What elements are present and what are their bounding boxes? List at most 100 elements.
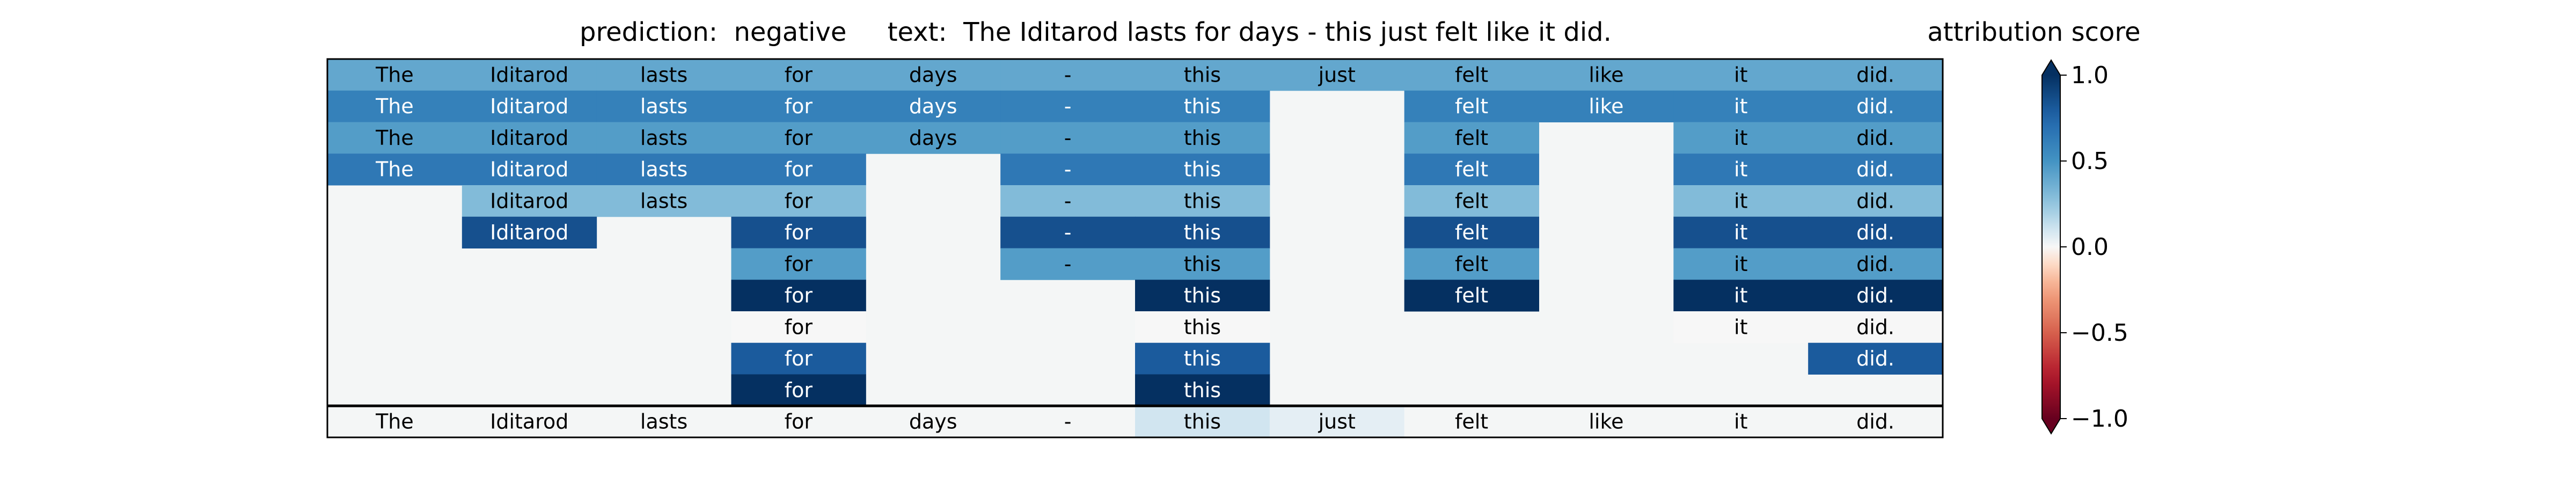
token-label: like: [1589, 410, 1623, 434]
token-label: -: [1064, 410, 1072, 434]
summary-cell: [1000, 406, 1136, 438]
heatmap-cell: [1808, 90, 1943, 122]
summary-cell: [1404, 406, 1539, 438]
token-label: it: [1734, 94, 1747, 118]
heatmap-cell: [1673, 122, 1809, 154]
summary-cell: [1539, 406, 1674, 438]
heatmap-cell: [1808, 280, 1943, 312]
token-label: like: [1589, 63, 1623, 86]
token-label: it: [1734, 252, 1747, 276]
heatmap-cell: [327, 90, 463, 122]
token-label: lasts: [640, 94, 687, 118]
token-label: Iditarod: [490, 94, 568, 118]
token-label: -: [1064, 63, 1072, 86]
token-label: just: [1318, 410, 1356, 434]
heatmap-cell: [866, 59, 1001, 91]
heatmap-cell: [1000, 248, 1136, 280]
heatmap-cell: [866, 122, 1001, 154]
token-label: felt: [1455, 126, 1488, 150]
token-label: -: [1064, 94, 1072, 118]
token-label: felt: [1455, 221, 1488, 244]
heatmap-cell: [731, 374, 866, 406]
token-label: -: [1064, 221, 1072, 244]
heatmap-cell: [596, 122, 731, 154]
token-label: felt: [1455, 252, 1488, 276]
token-label: it: [1734, 63, 1747, 86]
heatmap-cell: [1135, 280, 1270, 312]
token-label: The: [375, 410, 414, 434]
token-label: for: [785, 347, 813, 370]
heatmap-cell: [1000, 185, 1136, 217]
token-label: like: [1589, 94, 1623, 118]
summary-cell: [866, 406, 1001, 438]
heatmap-cell: [1808, 59, 1943, 91]
token-label: this: [1184, 347, 1221, 370]
colorbar-tick-label: −0.5: [2071, 319, 2128, 347]
token-label: did.: [1856, 410, 1894, 434]
summary-cell: [1808, 406, 1943, 438]
colorbar-gradient: [2042, 75, 2060, 419]
heatmap-cell: [1673, 59, 1809, 91]
token-label: days: [909, 63, 957, 86]
token-label: felt: [1455, 189, 1488, 213]
token-label: for: [785, 252, 813, 276]
token-label: this: [1184, 378, 1221, 402]
token-label: this: [1184, 252, 1221, 276]
heatmap-cell: [731, 248, 866, 280]
token-label: it: [1734, 126, 1747, 150]
heatmap-cell: [1404, 248, 1539, 280]
heatmap-cell: [1808, 153, 1943, 186]
token-label: days: [909, 410, 957, 434]
heatmap-cell: [1539, 59, 1674, 91]
heatmap-cell: [1404, 122, 1539, 154]
heatmap-cell: [1404, 185, 1539, 217]
heatmap-frame: [326, 58, 1944, 438]
heatmap-cell: [1135, 248, 1270, 280]
summary-cell: [596, 406, 731, 438]
heatmap-cell: [1404, 59, 1539, 91]
token-label: felt: [1455, 158, 1488, 181]
token-label: days: [909, 126, 957, 150]
token-label: just: [1318, 63, 1356, 86]
heatmap-cell: [1404, 280, 1539, 312]
heatmap-cell: [1135, 342, 1270, 375]
token-label: did.: [1856, 94, 1894, 118]
colorbar-extend-top: [2042, 60, 2060, 75]
colorbar-tick-label: −1.0: [2071, 405, 2128, 433]
heatmap-cell: [462, 90, 597, 122]
summary-cell: [1135, 406, 1270, 438]
heatmap-cell: [1808, 248, 1943, 280]
token-label: -: [1064, 126, 1072, 150]
heatmap-cell: [1135, 216, 1270, 248]
heatmap-cell: [1000, 122, 1136, 154]
token-label: lasts: [640, 126, 687, 150]
heatmap-cell: [731, 122, 866, 154]
heatmap-cell: [462, 122, 597, 154]
token-label: The: [375, 63, 414, 86]
heatmap-cell: [1808, 185, 1943, 217]
token-label: -: [1064, 158, 1072, 181]
colorbar-tick-label: 0.0: [2071, 233, 2109, 261]
heatmap-cell: [1673, 216, 1809, 248]
heatmap-cell: [596, 153, 731, 186]
token-label: Iditarod: [490, 126, 568, 150]
heatmap-cell: [1673, 311, 1809, 343]
heatmap-cell: [1000, 90, 1136, 122]
token-label: felt: [1455, 410, 1488, 434]
token-label: did.: [1856, 315, 1894, 339]
heatmap-cell: [1404, 153, 1539, 186]
heatmap-cell: [1135, 374, 1270, 406]
heatmap-cell: [596, 59, 731, 91]
token-label: for: [785, 284, 813, 308]
summary-cell: [1673, 406, 1809, 438]
token-label: it: [1734, 221, 1747, 244]
heatmap-cell: [1135, 122, 1270, 154]
token-label: this: [1184, 158, 1221, 181]
token-label: for: [785, 94, 813, 118]
heatmap-cell: [327, 122, 463, 154]
token-label: felt: [1455, 284, 1488, 308]
token-label: lasts: [640, 158, 687, 181]
heatmap-cell: [1673, 90, 1809, 122]
token-label: this: [1184, 315, 1221, 339]
